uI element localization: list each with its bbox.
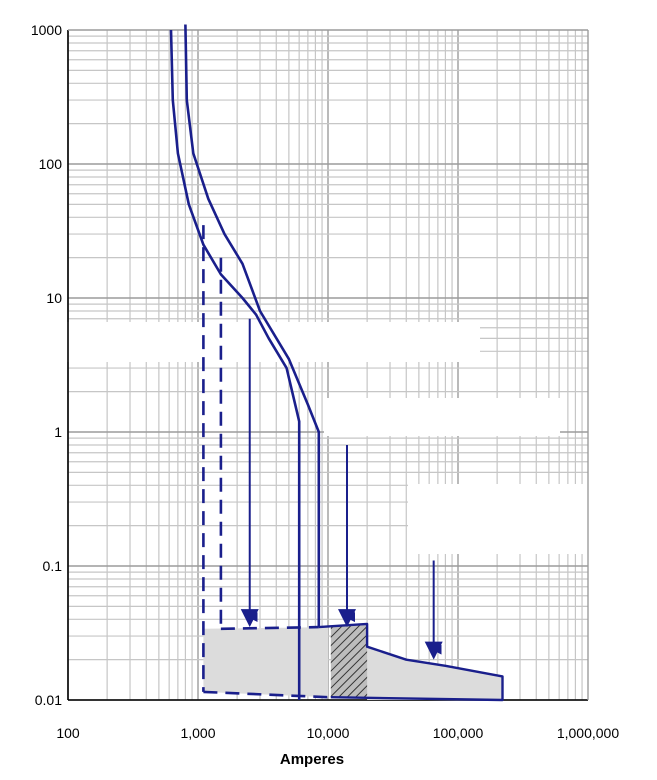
arrow-head: [337, 609, 356, 628]
y-tick-label: 1: [54, 424, 62, 440]
grid-lines: [67, 30, 588, 701]
shaded-band: [367, 646, 503, 700]
arrow-head: [240, 609, 259, 628]
x-tick-labels: 100 1,000 10,000 100,000 1,000,000: [56, 725, 619, 741]
shaded-band: [203, 627, 328, 698]
let-through-arrows: [240, 318, 443, 660]
x-axis-label: Amperes: [280, 751, 344, 768]
y-tick-label: 1000: [31, 22, 62, 38]
x-tick-label: 1,000,000: [557, 725, 619, 741]
solid-curve: [184, 24, 321, 628]
y-tick-labels: 1000 100 10 1 0.1 0.01: [31, 22, 62, 708]
arrow-head: [424, 641, 443, 660]
y-tick-label: 100: [39, 156, 63, 172]
x-tick-label: 10,000: [307, 725, 350, 741]
band-outline: [318, 622, 504, 702]
y-tick-label: 0.01: [35, 692, 62, 708]
x-tick-label: 100: [56, 725, 80, 741]
y-tick-label: 0.1: [43, 558, 63, 574]
solid-curve: [169, 29, 301, 700]
dashed-curve: [220, 625, 319, 631]
curve-series: [169, 24, 329, 700]
y-tick-label: 10: [46, 290, 62, 306]
blank-panel: [324, 398, 560, 436]
x-tick-label: 1,000: [180, 725, 215, 741]
blank-panel: [56, 322, 480, 362]
operating-bands: [203, 622, 504, 702]
blank-panel: [408, 484, 598, 554]
hatched-band: [330, 623, 368, 698]
x-tick-label: 100,000: [433, 725, 484, 741]
blank-panels: [56, 322, 598, 554]
